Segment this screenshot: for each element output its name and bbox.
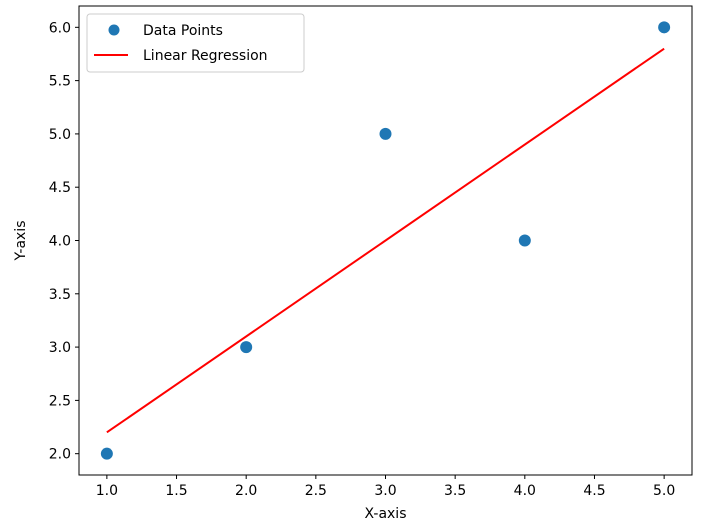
legend-label-linear-regression: Linear Regression [143,48,268,64]
x-axis-label: X-axis [365,506,407,522]
x-tick-label: 2.0 [235,483,257,499]
x-tick-label: 4.5 [583,483,605,499]
y-tick-label: 4.5 [49,180,71,196]
y-tick-label: 3.5 [49,287,71,303]
x-tick-label: 1.5 [165,483,187,499]
x-tick-label: 1.0 [96,483,118,499]
y-axis-ticks: 2.0 2.5 3.0 3.5 4.0 4.5 5.0 5.5 6.0 [49,20,79,463]
series-layer [100,21,671,460]
data-point [240,341,253,354]
y-tick-label: 4.0 [49,234,71,250]
x-tick-label: 3.5 [444,483,466,499]
x-tick-label: 5.0 [653,483,675,499]
data-point [658,21,671,34]
data-point [100,447,113,460]
y-tick-label: 2.0 [49,447,71,463]
legend-marker-data-points [108,24,120,36]
data-point [379,127,392,140]
regression-line [106,47,665,434]
x-tick-label: 2.5 [305,483,327,499]
y-tick-label: 5.0 [49,127,71,143]
x-axis-ticks: 1.0 1.5 2.0 2.5 3.0 3.5 4.0 4.5 5.0 [96,475,675,499]
y-tick-label: 2.5 [49,393,71,409]
x-tick-label: 3.0 [374,483,396,499]
plot-area [78,5,693,476]
legend-label-data-points: Data Points [143,23,223,39]
y-axis-label: Y-axis [13,221,29,262]
legend-box [86,13,305,73]
y-tick-label: 5.5 [49,74,71,90]
y-tick-label: 6.0 [49,20,71,36]
legend: Data Points Linear Regression [86,13,305,73]
data-point [518,234,531,247]
y-tick-label: 3.0 [49,340,71,356]
x-tick-label: 4.0 [514,483,536,499]
